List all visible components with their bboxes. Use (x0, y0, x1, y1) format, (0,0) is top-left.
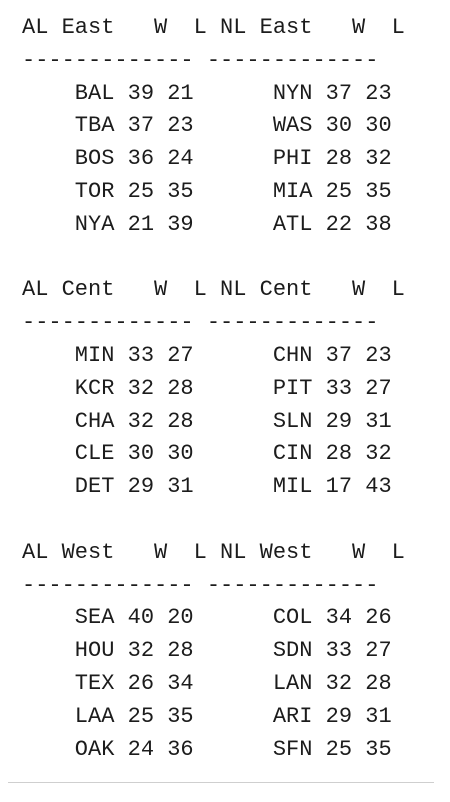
division-header-line: AL West W L NL West W L (22, 539, 405, 565)
blank-line (22, 504, 405, 537)
divider-line: ------------- ------------- (22, 310, 379, 336)
team-row: BOS 36 24 PHI 28 32 (22, 146, 392, 172)
divider-line: ------------- ------------- (22, 47, 379, 73)
division-header-line: AL East W L NL East W L (22, 15, 405, 40)
bottom-divider (8, 782, 434, 783)
blank-line (22, 242, 405, 275)
team-row: TOR 25 35 MIA 25 35 (22, 178, 392, 204)
team-row: NYA 21 39 ATL 22 38 (22, 211, 392, 237)
team-row: MIN 33 27 CHN 37 23 (22, 342, 392, 368)
team-row: KCR 32 28 PIT 33 27 (22, 375, 392, 401)
team-row: BAL 39 21 NYN 37 23 (22, 80, 392, 106)
division-header-line: AL Cent W L NL Cent W L (22, 277, 405, 303)
divider-line: ------------- ------------- (22, 572, 379, 598)
team-row: OAK 24 36 SFN 25 35 (22, 736, 392, 762)
team-row: TEX 26 34 LAN 32 28 (22, 670, 392, 696)
standings-text-block: AL East W L NL East W L ------------- ---… (22, 12, 405, 766)
team-row: HOU 32 28 SDN 33 27 (22, 638, 392, 664)
team-row: SEA 40 20 COL 34 26 (22, 605, 392, 631)
team-row: DET 29 31 MIL 17 43 (22, 474, 392, 500)
team-row: CLE 30 30 CIN 28 32 (22, 441, 392, 467)
team-row: TBA 37 23 WAS 30 30 (22, 113, 392, 139)
team-row: LAA 25 35 ARI 29 31 (22, 703, 392, 729)
team-row: CHA 32 28 SLN 29 31 (22, 408, 392, 434)
